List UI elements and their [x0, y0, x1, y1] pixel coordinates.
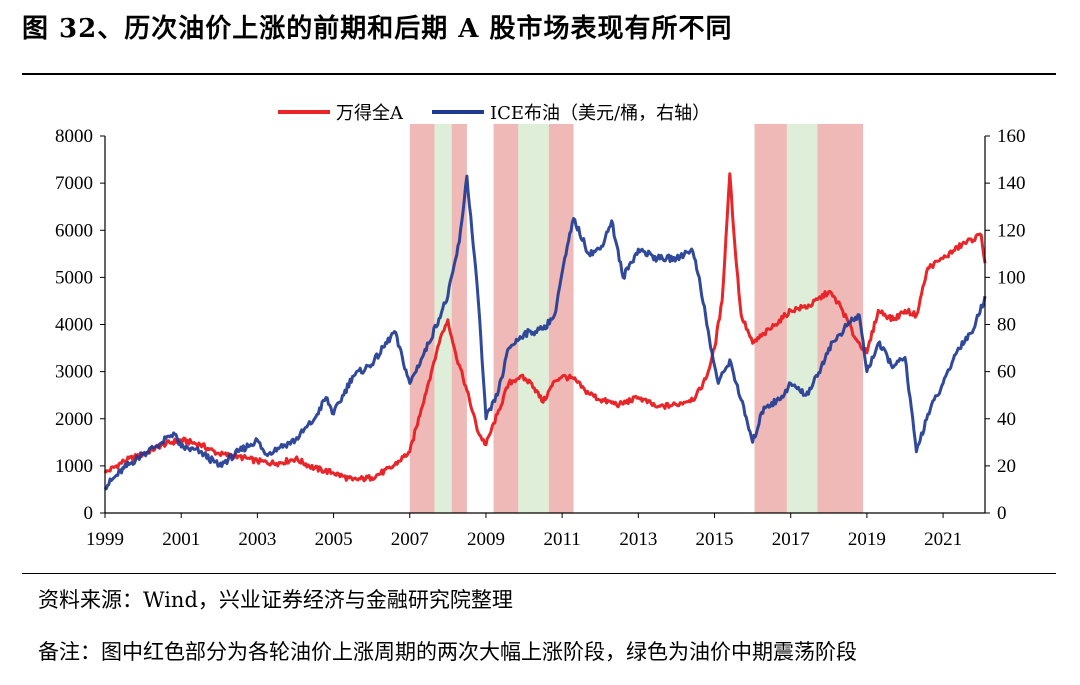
left-tick-label: 2000: [55, 409, 93, 430]
legend-label-wind-a: 万得全A: [336, 103, 404, 124]
band-red-0: [409, 124, 435, 513]
band-red-3: [493, 124, 519, 513]
band-green-1: [434, 124, 452, 513]
figure-title: 图 32、历次油价上涨的前期和后期 A 股市场表现有所不同: [22, 14, 733, 44]
axes: 0 1000 2000 3000 4000 5000 6000 7000 8000 0 20 40 60…: [55, 126, 1026, 550]
band-green-7: [786, 124, 818, 513]
legend-label-brent: ICE布油（美元/桶，右轴）: [490, 103, 710, 124]
x-tick-label: 2011: [543, 529, 580, 550]
left-tick-label: 5000: [55, 267, 93, 288]
chart: 0 1000 2000 3000 4000 5000 6000 7000 8000 0 20 40 60…: [55, 103, 1026, 550]
right-tick-label: 20: [997, 456, 1016, 477]
right-tick-label: 100: [997, 267, 1026, 288]
x-tick-label: 2015: [696, 529, 734, 550]
right-tick-label: 0: [997, 503, 1007, 524]
x-tick-label: 2013: [619, 529, 657, 550]
left-tick-label: 7000: [55, 173, 93, 194]
right-tick-label: 140: [997, 173, 1026, 194]
right-tick-label: 40: [997, 409, 1016, 430]
series-line-wind-a: [103, 172, 987, 483]
top-rule: [22, 73, 1056, 75]
x-tick-label: 1999: [86, 529, 124, 550]
remark-note: 备注：图中红色部分为各轮油价上涨周期的两次大幅上涨阶段，绿色为油价中期震荡阶段: [38, 640, 857, 664]
left-tick-label: 4000: [55, 315, 93, 336]
legend: 万得全A ICE布油（美元/桶，右轴）: [278, 103, 710, 124]
x-tick-label: 2017: [772, 529, 810, 550]
series-line-brent: [103, 174, 987, 491]
x-tick-label: 2019: [848, 529, 886, 550]
x-tick-label: 2001: [162, 529, 200, 550]
bottom-rule: [22, 573, 1056, 574]
left-tick-label: 8000: [55, 126, 93, 147]
right-tick-label: 160: [997, 126, 1026, 147]
source-note: 资料来源：Wind，兴业证券经济与金融研究院整理: [38, 588, 513, 612]
series-lines: [103, 172, 987, 491]
left-tick-label: 6000: [55, 220, 93, 241]
x-tick-label: 2021: [924, 529, 962, 550]
right-tick-label: 80: [997, 315, 1016, 336]
x-tick-label: 2007: [391, 529, 429, 550]
highlight-bands: [409, 124, 864, 513]
right-tick-label: 60: [997, 362, 1016, 383]
left-tick-label: 3000: [55, 362, 93, 383]
left-tick-label: 0: [84, 503, 94, 524]
band-green-4: [518, 124, 549, 513]
x-tick-label: 2005: [315, 529, 353, 550]
left-tick-label: 1000: [55, 456, 93, 477]
right-tick-label: 120: [997, 220, 1026, 241]
x-tick-label: 2009: [467, 529, 505, 550]
x-tick-label: 2003: [238, 529, 276, 550]
